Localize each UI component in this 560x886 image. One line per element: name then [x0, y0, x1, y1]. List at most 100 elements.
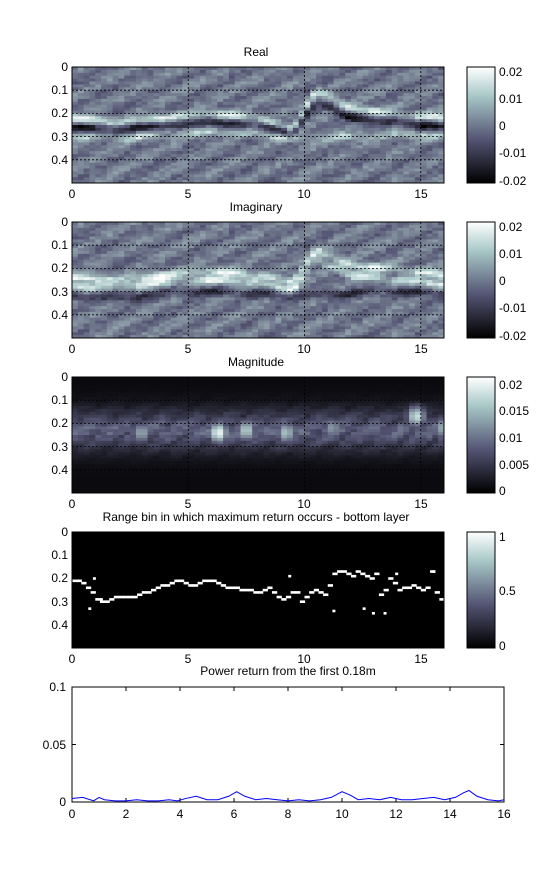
heatmap-cell [351, 265, 358, 269]
heatmap-cell [188, 262, 195, 266]
heatmap-cell [380, 271, 387, 275]
heatmap-cell [403, 280, 410, 284]
heatmap-cell [409, 145, 416, 149]
heatmap-cell [397, 125, 404, 129]
heatmap-cell [170, 104, 178, 108]
heatmap-cell [362, 251, 369, 255]
heatmap-cell [240, 81, 247, 85]
heatmap-cell [432, 125, 439, 129]
heatmap-cell [89, 233, 96, 237]
heatmap-cell [246, 311, 253, 316]
heatmap-cell [83, 248, 90, 252]
heatmap-cell [333, 224, 340, 229]
heatmap-cell [351, 239, 358, 243]
heatmap-cell [316, 268, 323, 272]
real-colorbar-tick-label: -0.01 [499, 146, 527, 160]
heatmap-cell [287, 136, 294, 140]
heatmap-cell [409, 233, 416, 237]
heatmap-cell [124, 314, 131, 319]
heatmap-cell [281, 259, 288, 263]
heatmap-cell [432, 145, 439, 149]
heatmap-cell [199, 224, 207, 229]
heatmap-cell [275, 127, 282, 132]
heatmap-cell [217, 227, 224, 232]
heatmap-cell [223, 151, 230, 155]
heatmap-cell [188, 303, 195, 307]
heatmap-cell [72, 125, 79, 129]
heatmap-cell [211, 96, 218, 100]
heatmap-cell [188, 136, 195, 140]
heatmap-cell [397, 177, 404, 181]
heatmap-cell [409, 335, 416, 339]
heatmap-cell [252, 323, 259, 327]
heatmap-cell [368, 171, 375, 175]
heatmap-cell [409, 122, 416, 126]
heatmap-cell [77, 151, 85, 155]
heatmap-cell [130, 282, 137, 287]
heatmap-cell [153, 306, 160, 310]
heatmap-cell [304, 154, 311, 158]
heatmap-cell [228, 75, 236, 79]
heatmap-cell [380, 84, 387, 88]
real-colorbar-tick-label: -0.02 [499, 174, 527, 188]
heatmap-cell [409, 242, 416, 246]
heatmap-cell [368, 253, 375, 258]
heatmap-cell [211, 326, 218, 330]
heatmap-cell [141, 72, 148, 77]
heatmap-cell [106, 274, 114, 278]
heatmap-cell [170, 136, 178, 140]
heatmap-cell [223, 236, 230, 240]
heatmap-cell [298, 72, 305, 77]
heatmap-cell [188, 159, 195, 164]
heatmap-cell [292, 314, 300, 319]
heatmap-cell [339, 300, 346, 304]
heatmap-cell [385, 67, 393, 71]
heatmap-cell [89, 101, 96, 106]
heatmap-cell [83, 104, 90, 108]
heatmap-cell [426, 87, 433, 91]
heatmap-cell [72, 323, 79, 327]
heatmap-cell [223, 282, 230, 287]
heatmap-cell [246, 69, 253, 74]
heatmap-cell [112, 303, 119, 307]
heatmap-cell [246, 90, 253, 94]
heatmap-cell [292, 285, 300, 290]
heatmap-cell [101, 113, 108, 117]
heatmap-cell [194, 236, 201, 240]
heatmap-cell [339, 251, 346, 255]
heatmap-cell [362, 335, 369, 339]
heatmap-cell [281, 119, 288, 123]
heatmap-cell [420, 145, 427, 149]
heatmap-cell [385, 130, 393, 135]
heatmap-cell [188, 274, 195, 278]
heatmap-cell [287, 248, 294, 252]
heatmap-cell [345, 314, 352, 319]
heatmap-cell [240, 177, 247, 181]
heatmap-cell [176, 320, 183, 324]
heatmap-cell [310, 233, 317, 237]
heatmap-cell [95, 78, 102, 82]
heatmap-cell [385, 280, 393, 284]
heatmap-cell [339, 154, 346, 158]
heatmap-cell [182, 107, 189, 111]
heatmap-cell [321, 326, 329, 330]
heatmap-cell [368, 239, 375, 243]
heatmap-cell [130, 113, 137, 117]
heatmap-cell [321, 317, 329, 321]
heatmap-cell [188, 280, 195, 284]
heatmap-cell [292, 230, 300, 234]
heatmap-cell [77, 104, 85, 108]
heatmap-cell [211, 69, 218, 74]
heatmap-cell [292, 177, 300, 181]
heatmap-cell [89, 236, 96, 240]
heatmap-cell [281, 256, 288, 261]
heatmap-cell [77, 142, 85, 146]
heatmap-cell [141, 84, 148, 88]
heatmap-cell [269, 271, 276, 275]
heatmap-cell [228, 291, 236, 295]
heatmap-cell [275, 90, 282, 94]
heatmap-cell [374, 265, 381, 269]
heatmap-cell [310, 248, 317, 252]
heatmap-cell [159, 96, 166, 100]
heatmap-cell [246, 96, 253, 100]
